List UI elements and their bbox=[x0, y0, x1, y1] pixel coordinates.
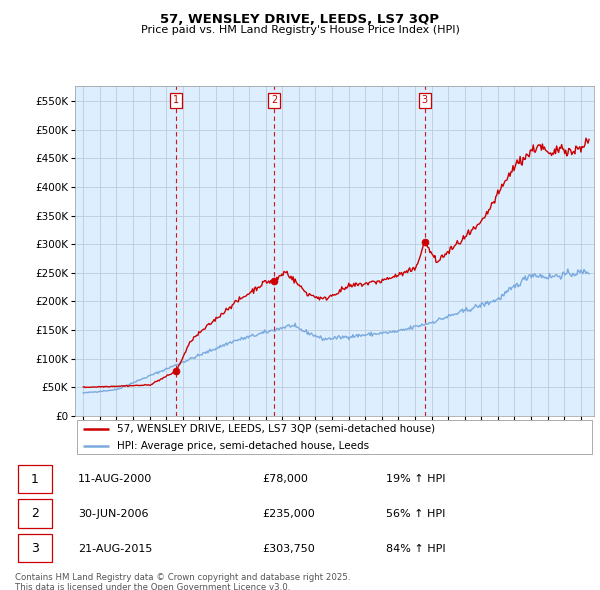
Text: 84% ↑ HPI: 84% ↑ HPI bbox=[386, 543, 446, 553]
Text: 57, WENSLEY DRIVE, LEEDS, LS7 3QP: 57, WENSLEY DRIVE, LEEDS, LS7 3QP bbox=[161, 13, 439, 26]
Text: 2: 2 bbox=[31, 507, 39, 520]
Text: HPI: Average price, semi-detached house, Leeds: HPI: Average price, semi-detached house,… bbox=[116, 441, 368, 451]
Text: 21-AUG-2015: 21-AUG-2015 bbox=[78, 543, 152, 553]
Text: 57, WENSLEY DRIVE, LEEDS, LS7 3QP (semi-detached house): 57, WENSLEY DRIVE, LEEDS, LS7 3QP (semi-… bbox=[116, 424, 434, 434]
Text: £303,750: £303,750 bbox=[263, 543, 316, 553]
Text: 1: 1 bbox=[31, 473, 39, 486]
Text: 3: 3 bbox=[31, 542, 39, 555]
FancyBboxPatch shape bbox=[77, 420, 592, 454]
Text: 19% ↑ HPI: 19% ↑ HPI bbox=[386, 474, 446, 484]
FancyBboxPatch shape bbox=[18, 464, 52, 493]
Text: 56% ↑ HPI: 56% ↑ HPI bbox=[386, 509, 446, 519]
FancyBboxPatch shape bbox=[18, 534, 52, 562]
Text: This data is licensed under the Open Government Licence v3.0.: This data is licensed under the Open Gov… bbox=[15, 583, 290, 590]
Text: Price paid vs. HM Land Registry's House Price Index (HPI): Price paid vs. HM Land Registry's House … bbox=[140, 25, 460, 35]
Text: 3: 3 bbox=[422, 96, 428, 106]
Text: £235,000: £235,000 bbox=[263, 509, 316, 519]
Text: 11-AUG-2000: 11-AUG-2000 bbox=[78, 474, 152, 484]
Text: £78,000: £78,000 bbox=[263, 474, 308, 484]
Text: 30-JUN-2006: 30-JUN-2006 bbox=[78, 509, 149, 519]
Text: 2: 2 bbox=[271, 96, 277, 106]
Text: 1: 1 bbox=[173, 96, 179, 106]
FancyBboxPatch shape bbox=[18, 499, 52, 527]
Text: Contains HM Land Registry data © Crown copyright and database right 2025.: Contains HM Land Registry data © Crown c… bbox=[15, 573, 350, 582]
